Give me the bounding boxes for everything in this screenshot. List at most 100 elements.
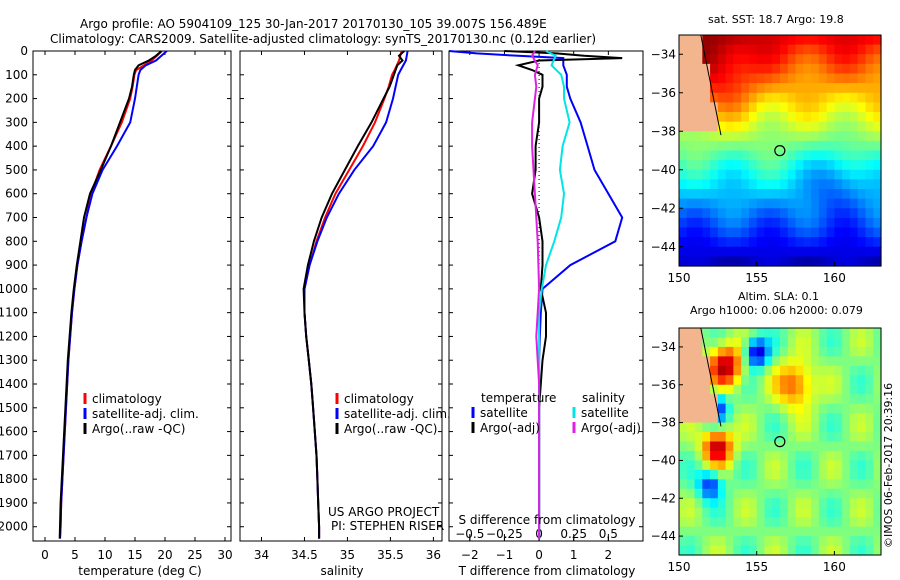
map-cell <box>686 63 696 75</box>
map-cell <box>764 102 773 113</box>
map-cell <box>733 536 742 547</box>
map-cell <box>748 83 758 94</box>
map-cell <box>756 507 766 518</box>
map-cell <box>849 346 859 357</box>
map-cell <box>694 44 703 55</box>
map-cell <box>733 384 742 395</box>
map-cell <box>702 160 711 171</box>
map-cell <box>741 169 750 180</box>
map-cell <box>849 337 859 348</box>
map-cell <box>826 413 835 424</box>
map-cell <box>702 536 711 547</box>
map-cell <box>795 246 804 257</box>
map-cell <box>834 35 843 46</box>
map-cell <box>717 131 727 142</box>
map-cell <box>803 217 812 229</box>
map-cell <box>857 337 867 348</box>
map-cell <box>857 460 867 471</box>
y-tick-label: 900 <box>5 258 28 272</box>
map-cell <box>741 208 750 219</box>
map-cell <box>725 545 734 556</box>
map-cell <box>849 131 859 142</box>
map-cell <box>748 545 758 556</box>
map-cell <box>811 83 820 94</box>
map-cell <box>865 54 874 65</box>
map-cell <box>834 92 843 103</box>
map-cell <box>717 526 727 537</box>
map-cell <box>694 73 703 84</box>
map-cell <box>818 479 828 490</box>
map-cell <box>725 469 734 480</box>
map-cell <box>764 346 773 357</box>
x-tick-label: 0 <box>535 548 543 562</box>
map-cell <box>725 246 734 257</box>
map-cell <box>818 73 828 84</box>
map-cell <box>787 394 797 405</box>
map-cell <box>834 54 843 65</box>
map-cell <box>679 413 688 424</box>
map-cell <box>679 346 688 357</box>
map-cell <box>873 92 882 103</box>
map-cell <box>772 169 781 180</box>
map-cell <box>834 479 843 490</box>
map-cell <box>780 121 789 132</box>
map-cell <box>756 217 766 229</box>
map-cell <box>818 54 828 65</box>
map-cell <box>787 441 797 452</box>
map-cell <box>702 246 711 257</box>
map-cell <box>873 432 882 443</box>
map-cell <box>803 507 812 518</box>
map-cell <box>780 337 789 348</box>
map-cell <box>702 179 711 190</box>
map-cell <box>694 246 703 257</box>
map-cell <box>694 256 703 267</box>
y-tick-label: −42 <box>651 201 676 215</box>
map-cell <box>780 73 789 84</box>
y-tick-label: 1600 <box>0 425 28 439</box>
map-cell <box>741 140 750 152</box>
map-cell <box>772 498 781 509</box>
map-cell <box>803 441 812 452</box>
map-cell <box>702 469 711 480</box>
map-cell <box>748 256 758 267</box>
map-cell <box>710 403 719 414</box>
map-cell <box>811 328 820 339</box>
map-cell <box>842 217 851 229</box>
map-cell <box>756 536 766 547</box>
map-cell <box>834 217 843 229</box>
map-cell <box>741 189 750 200</box>
map-cell <box>849 384 859 395</box>
map-cell <box>803 35 812 46</box>
map-cell <box>826 140 835 152</box>
map-cell <box>694 35 703 46</box>
map-cell <box>741 337 750 348</box>
map-cell <box>702 365 711 376</box>
map-cell <box>725 384 734 395</box>
map-cell <box>842 526 851 537</box>
map-cell <box>780 365 789 376</box>
map-cell <box>780 160 789 171</box>
map-cell <box>725 488 734 499</box>
map-cell <box>865 121 874 132</box>
y-tick-label: 1100 <box>0 306 28 320</box>
map-cell <box>865 536 874 547</box>
map-cell <box>787 346 797 357</box>
map-cell <box>849 545 859 556</box>
map-cell <box>741 346 750 357</box>
y-tick-label: −40 <box>651 453 676 467</box>
map-cell <box>780 432 789 443</box>
map-cell <box>686 237 696 248</box>
map-cell <box>849 179 859 190</box>
map-cell <box>873 545 882 556</box>
map-cell <box>679 328 688 339</box>
map-cell <box>873 346 882 357</box>
map-cell <box>803 102 812 113</box>
map-cell <box>741 394 750 405</box>
map-cell <box>834 208 843 219</box>
y-tick-label: 100 <box>5 68 28 82</box>
map-cell <box>834 73 843 84</box>
map-cell <box>803 384 812 395</box>
map-cell <box>686 517 696 528</box>
map-cell <box>842 140 851 152</box>
map-cell <box>679 517 688 528</box>
